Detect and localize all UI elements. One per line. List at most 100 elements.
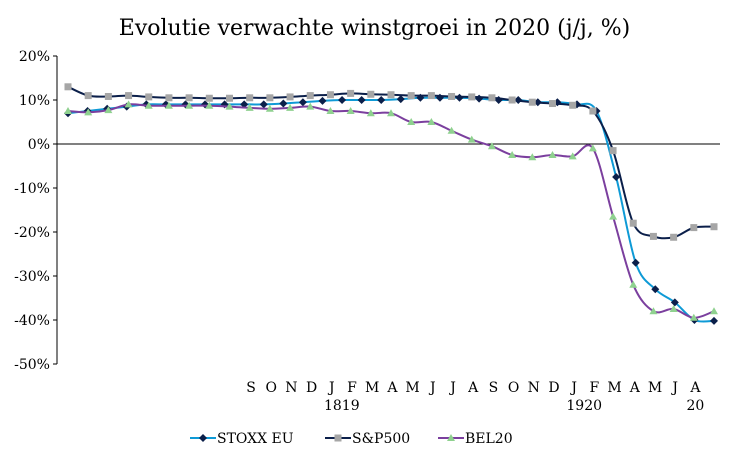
data-point-bel20 [407,118,416,125]
data-point-bel20 [104,106,113,114]
x-tick-label: D [306,380,317,396]
data-point-s-p500 [427,92,435,100]
data-point-s-p500 [125,92,133,100]
legend-marker [447,434,455,441]
x-tick-label: J [569,380,577,396]
x-tick-label: A [386,380,398,396]
data-point-bel20 [124,100,133,108]
data-point-stoxx-eu [475,94,484,103]
x-tick-label: M [648,380,662,396]
chart-title: Evolutie verwachte winstgroei in 2020 (j… [118,16,631,41]
data-point-s-p500 [104,92,112,100]
x-tick-label: A [629,380,641,396]
data-point-bel20 [609,212,618,220]
data-point-stoxx-eu [651,285,660,294]
data-point-s-p500 [246,94,254,102]
x-tick-label: O [508,380,519,396]
data-point-bel20 [245,103,254,111]
series-stoxx-eu [64,93,718,325]
data-point-s-p500 [367,90,375,98]
data-point-bel20 [588,144,597,152]
data-point-s-p500 [690,224,698,232]
x-tick-label: A [689,380,701,396]
data-point-bel20 [144,101,153,109]
legend-marker [199,434,207,442]
data-point-bel20 [265,104,274,112]
data-point-s-p500 [549,100,556,108]
data-point-bel20 [64,107,72,114]
data-point-bel20 [326,107,335,114]
data-point-bel20 [528,153,537,161]
data-point-bel20 [286,103,295,111]
data-point-stoxx-eu [357,96,366,104]
data-point-stoxx-eu [338,96,347,104]
data-point-bel20 [467,135,476,143]
y-tick-label: -50% [14,357,50,373]
y-tick-label: -10% [14,181,50,197]
data-point-bel20 [669,305,678,312]
series-line-bel20 [67,103,715,319]
data-point-bel20 [710,307,718,315]
x-tick-label: N [528,380,540,396]
data-point-s-p500 [226,94,233,102]
data-point-bel20 [427,118,436,125]
data-point-bel20 [205,101,214,109]
data-point-s-p500 [84,92,92,100]
data-point-s-p500 [286,93,294,101]
legend-marker [334,434,342,442]
data-point-bel20 [649,307,658,315]
data-point-s-p500 [649,232,657,240]
data-point-bel20 [447,126,456,134]
data-point-stoxx-eu [631,258,640,267]
y-tick-label: -40% [14,313,50,329]
x-tick-label: S [246,380,256,396]
data-point-bel20 [346,107,355,114]
data-point-s-p500 [205,94,213,102]
x-tick-label: J [428,380,436,396]
x-tick-label: N [285,380,297,396]
x-tick-label: O [265,380,276,396]
data-point-bel20 [629,280,638,288]
x-year-label: 20 [686,398,704,414]
data-point-bel20 [568,152,577,160]
data-point-stoxx-eu [396,95,405,104]
data-point-s-p500 [508,96,516,104]
data-point-s-p500 [629,219,637,227]
data-point-s-p500 [569,101,577,109]
x-tick-label: M [405,380,419,396]
x-tick-label: D [548,380,559,396]
data-point-s-p500 [448,92,456,100]
data-point-bel20 [225,102,234,110]
data-point-s-p500 [670,233,678,241]
data-point-bel20 [508,151,517,158]
data-point-s-p500 [609,147,617,155]
data-point-bel20 [164,101,173,109]
data-point-stoxx-eu [670,298,679,307]
data-point-s-p500 [185,94,193,102]
data-point-s-p500 [528,98,536,106]
data-point-s-p500 [326,91,334,99]
data-point-s-p500 [64,83,72,91]
data-point-stoxx-eu [710,316,718,325]
data-point-bel20 [366,109,375,117]
data-point-bel20 [84,108,93,116]
data-point-s-p500 [589,107,597,115]
data-point-bel20 [487,142,496,150]
data-point-s-p500 [710,223,718,231]
series-bel20 [64,100,718,321]
legend-item: STOXX EU [190,431,294,447]
data-point-stoxx-eu [279,99,288,108]
data-point-bel20 [306,102,315,110]
x-year-label: 1920 [566,398,602,414]
data-point-s-p500 [407,92,415,100]
legend-item: BEL20 [438,431,513,447]
x-tick-label: F [347,380,357,396]
y-tick-label: -20% [14,225,50,241]
x-tick-label: M [607,380,621,396]
data-point-stoxx-eu [259,100,268,109]
series-line-stoxx-eu [67,96,715,323]
data-point-stoxx-eu [298,98,307,107]
legend-item: S&P500 [325,431,410,447]
